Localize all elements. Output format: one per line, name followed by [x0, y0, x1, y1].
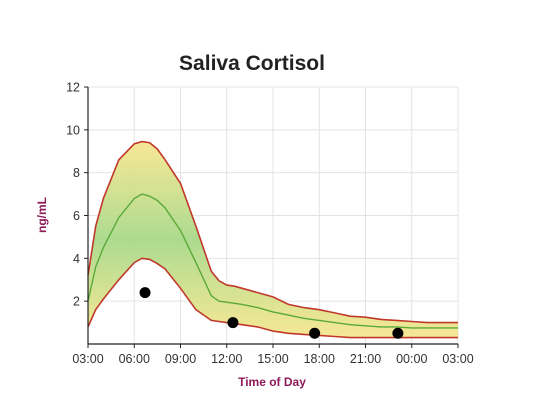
x-tick-label: 09:00: [165, 352, 196, 366]
x-tick-label: 21:00: [350, 352, 381, 366]
tick-layer: 03:00 06:00 09:00 12:00 15:00 18:00 21:00 00:00…: [66, 81, 474, 367]
x-tick-label: 15:00: [257, 352, 288, 366]
x-tick-label: 12:00: [211, 352, 242, 366]
x-tick-label: 00:00: [396, 352, 427, 366]
measurement-point: [139, 287, 151, 299]
y-tick-label: 10: [66, 123, 80, 137]
y-axis-label: ng/mL: [35, 197, 49, 233]
x-axis-label: Time of Day: [238, 375, 306, 389]
x-tick-label: 03:00: [72, 352, 103, 366]
y-tick-label: 2: [73, 295, 80, 309]
measurement-point: [227, 317, 239, 329]
median-reference-line: [87, 193, 458, 329]
measurement-point: [309, 327, 321, 339]
lower-reference-line: [87, 257, 458, 339]
upper-reference-line: [87, 140, 458, 324]
y-tick-label: 8: [73, 166, 80, 180]
y-tick-label: 6: [73, 209, 80, 223]
y-tick-label: 4: [73, 252, 80, 266]
chart-title: Saliva Cortisol: [179, 52, 325, 75]
x-tick-label: 18:00: [304, 352, 335, 366]
band-layer: [87, 140, 458, 339]
reference-band-area: [88, 141, 458, 338]
y-tick-label: 12: [66, 81, 80, 95]
measurement-layer: [139, 287, 404, 339]
x-tick-label: 06:00: [119, 352, 150, 366]
x-tick-label: 03:00: [442, 352, 473, 366]
measurement-point: [392, 327, 404, 339]
